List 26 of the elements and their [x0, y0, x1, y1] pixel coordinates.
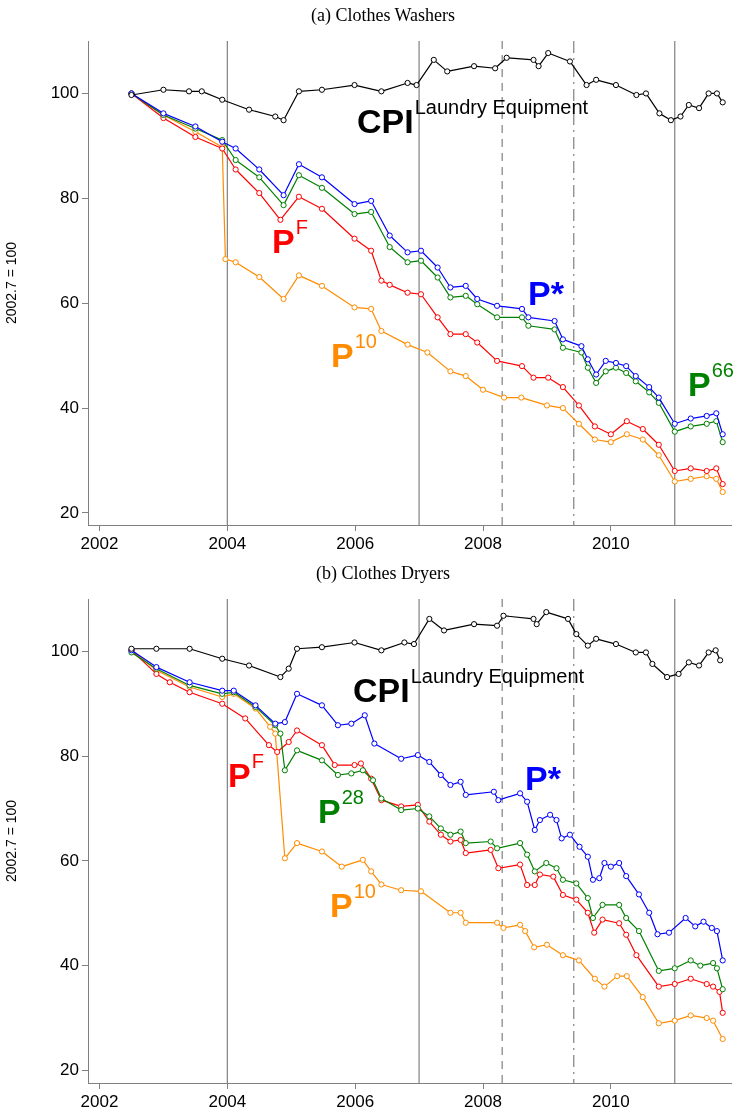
x-tick-label: 2006 — [336, 533, 375, 553]
x-tick-label: 2004 — [208, 533, 247, 553]
y-tick-label: 80 — [60, 188, 79, 207]
chart-title: (b) Clothes Dryers — [316, 562, 450, 584]
y-tick-label: 40 — [60, 397, 79, 417]
y-tick-label: 60 — [60, 850, 79, 870]
x-tick-label: 2006 — [336, 1091, 375, 1111]
x-tick-label: 2008 — [464, 533, 502, 553]
series-label: P* — [525, 759, 562, 797]
series-label: P* — [528, 274, 565, 312]
y-axis-title: 2002.7 = 100 — [3, 241, 20, 325]
y-tick-label: 20 — [60, 1060, 79, 1080]
x-tick-label: 2008 — [464, 1091, 502, 1111]
x-tick-label: 2004 — [208, 1091, 247, 1111]
y-tick-label: 60 — [60, 292, 79, 312]
x-tick-label: 2010 — [591, 533, 630, 553]
y-axis-title: 2002.7 = 100 — [3, 799, 20, 883]
y-tick-label: 100 — [50, 641, 79, 661]
y-tick-label: 80 — [60, 745, 79, 765]
x-tick-label: 2002 — [80, 1091, 119, 1111]
x-tick-label: 2010 — [591, 1091, 630, 1111]
y-tick-label: 100 — [50, 83, 79, 103]
x-tick-label: 2002 — [80, 533, 119, 553]
y-tick-label: 20 — [60, 502, 79, 522]
y-tick-label: 40 — [60, 955, 79, 975]
chart-title: (a) Clothes Washers — [310, 4, 456, 26]
